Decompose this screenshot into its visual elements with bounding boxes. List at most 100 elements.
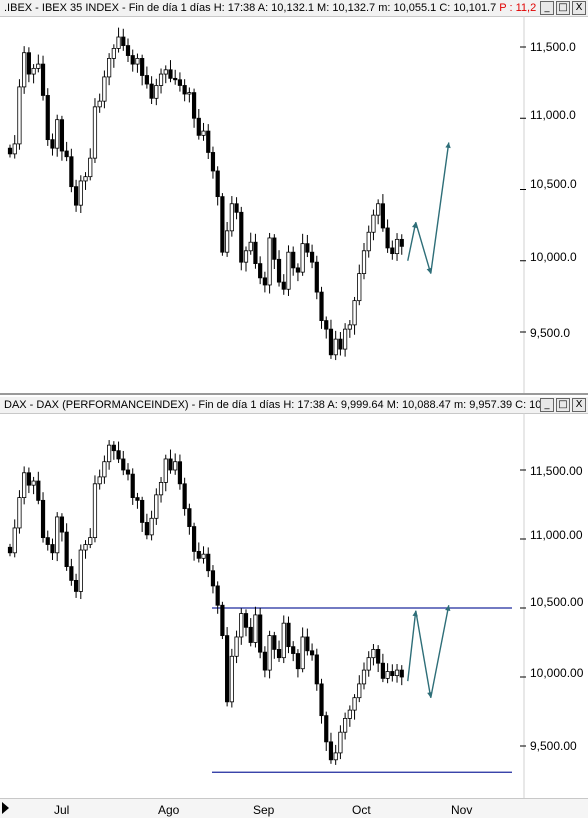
candle-body (276, 648, 282, 659)
candle-body (50, 544, 55, 554)
projection-arrowhead (427, 691, 433, 698)
dax-y-label: 11,000.00 (530, 528, 583, 542)
dax-window-buttons: _ □ X (540, 398, 586, 412)
candle-body (17, 86, 22, 145)
candle-body (7, 546, 13, 554)
candle-body (262, 277, 267, 286)
candle-body (64, 150, 69, 158)
candle-body (36, 480, 41, 501)
candle-body (158, 73, 164, 86)
candle-body (267, 635, 272, 671)
candle-body (357, 273, 362, 302)
candle-body (225, 230, 230, 253)
candle-body (324, 715, 329, 743)
candle-body (97, 100, 102, 108)
ibex-panel: .IBEX - IBEX 35 INDEX - Fin de día 1 día… (0, 0, 588, 393)
candle-body (309, 251, 315, 263)
projection-arrowhead (412, 222, 418, 229)
candle-body (64, 531, 69, 567)
candle-body (248, 241, 253, 252)
candle-body (73, 579, 79, 592)
panel-divider[interactable] (0, 393, 588, 395)
candle-body (144, 75, 149, 85)
candle-body (347, 709, 352, 719)
dax-y-label: 10,500.00 (530, 595, 584, 609)
candle-body (234, 203, 239, 213)
candle-body (376, 203, 381, 216)
ibex-y-label: 9,500.0 (530, 326, 571, 340)
candle-body (92, 106, 98, 159)
candle-body (163, 69, 168, 75)
candle-body (243, 613, 249, 628)
ibex-title-p: P : 11,2 (499, 2, 537, 14)
candle-body (45, 537, 50, 545)
projection-arrowhead (445, 142, 451, 149)
candle-body (92, 483, 98, 539)
candle-body (55, 119, 60, 149)
candle-body (394, 238, 400, 255)
candle-body (83, 176, 88, 182)
candle-body (144, 522, 149, 536)
candle-body (102, 76, 107, 102)
candle-body (55, 516, 60, 554)
scroll-left-icon[interactable] (2, 802, 9, 814)
candle-body (239, 613, 244, 638)
maximize-button[interactable]: □ (556, 398, 570, 412)
candle-body (281, 281, 286, 290)
candle-body (158, 482, 164, 496)
candle-body (40, 63, 46, 96)
projection-path (407, 605, 450, 698)
close-button[interactable]: X (572, 1, 586, 15)
candle-body (352, 300, 357, 326)
ibex-y-label: 10,000.0 (530, 250, 577, 264)
minimize-button[interactable]: _ (540, 1, 554, 15)
projection-arrowhead (426, 267, 432, 274)
candle-body (187, 92, 192, 95)
candle-body (291, 251, 296, 269)
candle-body (73, 186, 79, 206)
candle-body (201, 130, 206, 136)
candle-body (50, 139, 55, 149)
candle-body (262, 651, 267, 671)
candle-body (107, 58, 112, 78)
candle-body (272, 237, 277, 260)
candle-body (225, 635, 230, 703)
candle-body (295, 267, 301, 273)
candle-body (191, 92, 197, 119)
candle-body (286, 622, 291, 648)
candle-body (125, 45, 131, 56)
minimize-button[interactable]: _ (540, 398, 554, 412)
candle-body (399, 238, 404, 247)
ibex-title: .IBEX - IBEX 35 INDEX - Fin de día 1 día… (4, 2, 537, 14)
candle-body (40, 499, 46, 539)
close-button[interactable]: X (572, 398, 586, 412)
candle-body (333, 752, 338, 761)
candle-body (196, 117, 201, 136)
candle-body (248, 626, 253, 643)
candle-body (59, 119, 65, 152)
candle-body (394, 669, 400, 677)
candle-body (385, 671, 390, 679)
candle-body (220, 604, 225, 637)
candle-body (328, 328, 334, 356)
candle-body (319, 291, 324, 322)
candle-body (154, 85, 159, 99)
candle-body (343, 717, 348, 733)
candle-body (12, 527, 17, 554)
candle-body (78, 549, 83, 592)
candle-body (220, 196, 225, 253)
candle-body (258, 614, 263, 653)
candle-body (319, 683, 324, 717)
candle-body (281, 622, 286, 659)
candle-body (361, 669, 367, 685)
candle-body (88, 157, 93, 178)
candle-body (343, 328, 348, 350)
candle-body (239, 211, 244, 263)
candle-body (168, 458, 173, 471)
maximize-button[interactable]: □ (556, 1, 570, 15)
candle-body (357, 683, 362, 699)
candle-body (215, 170, 220, 198)
candle-body (121, 36, 126, 46)
candle-body (371, 214, 376, 233)
candle-body (12, 143, 17, 155)
